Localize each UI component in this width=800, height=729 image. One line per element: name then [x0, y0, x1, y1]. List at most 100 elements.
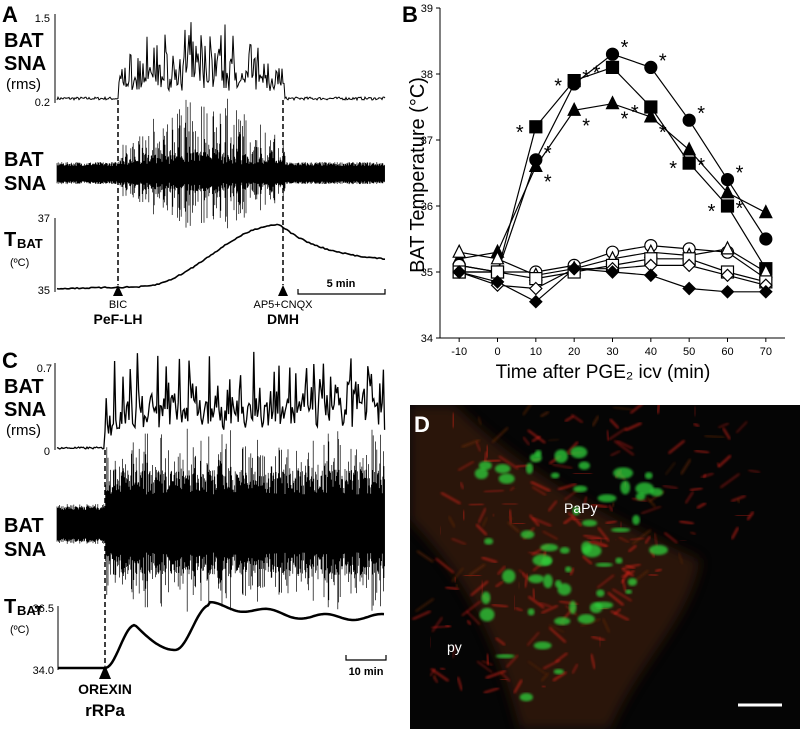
fiber [415, 598, 435, 612]
fiber [429, 668, 436, 677]
fiber [470, 580, 489, 597]
fiber [529, 514, 540, 527]
fiber [540, 410, 550, 418]
cell [525, 462, 534, 475]
marker [567, 73, 581, 88]
series-line [459, 103, 767, 260]
fiber [656, 405, 660, 414]
cell [554, 580, 562, 588]
cell [572, 506, 580, 516]
fiber [630, 537, 645, 541]
fiber [430, 668, 449, 682]
cell [582, 519, 598, 527]
cell [613, 467, 634, 479]
significance-marker: * [544, 171, 552, 193]
x-tick-label: -10 [451, 346, 467, 358]
cell [494, 464, 511, 474]
fiber [569, 567, 575, 576]
fiber [571, 514, 583, 527]
scale-label: 35 [38, 285, 50, 297]
significance-marker: * [708, 201, 716, 223]
fiber [679, 520, 694, 525]
fiber [461, 439, 481, 448]
cell [649, 544, 668, 556]
scale-label: 37 [38, 213, 50, 225]
cell [559, 547, 570, 554]
fiber [440, 491, 461, 505]
fiber [500, 672, 511, 682]
trace [56, 428, 385, 612]
fiber [664, 532, 678, 544]
fiber [619, 521, 623, 529]
marker [682, 258, 697, 273]
trace-label: SNA [4, 173, 46, 195]
scale-label: 10 min [349, 666, 384, 678]
panel-a: A BAT SNA (rms) 1.5 0.2 BAT SNA T BAT (º… [2, 2, 386, 327]
marker [758, 204, 773, 219]
fiber [484, 451, 488, 463]
fiber [552, 463, 573, 469]
series-line [459, 53, 767, 273]
fiber [611, 502, 616, 508]
cell [632, 514, 640, 525]
cell [615, 557, 623, 564]
fiber [491, 426, 509, 444]
event-marker [113, 285, 123, 296]
fiber [532, 517, 552, 527]
marker [759, 232, 773, 246]
fiber [620, 570, 630, 584]
cell [597, 494, 617, 503]
fiber [720, 473, 740, 488]
fiber [632, 529, 652, 545]
trace-label: (rms) [6, 422, 41, 439]
event-label: BIC [109, 299, 127, 311]
fiber [571, 663, 579, 674]
fiber [448, 515, 456, 528]
cell [527, 608, 535, 616]
fiber [648, 573, 658, 577]
cell [595, 562, 613, 567]
trace [56, 351, 386, 450]
cell [479, 607, 495, 622]
fiber [582, 555, 593, 565]
fiber [587, 537, 607, 540]
fiber [524, 573, 529, 588]
fiber [435, 557, 455, 574]
fiber [455, 584, 459, 588]
significance-marker: * [697, 155, 705, 177]
fiber [528, 595, 545, 609]
significance-marker: * [631, 102, 639, 124]
trace-label: (ºC) [10, 257, 29, 269]
panel-c: C 0.7 BAT SNA (rms) 0 BAT SNA T BAT (ºC)… [2, 348, 387, 720]
fiber [616, 440, 633, 450]
fiber [621, 563, 641, 570]
fiber [590, 538, 609, 547]
significance-marker: * [593, 62, 601, 84]
fiber [630, 405, 643, 414]
event-label: rRPa [85, 701, 125, 720]
marker [605, 95, 620, 110]
fiber [531, 435, 541, 443]
fiber [495, 637, 506, 646]
fiber [600, 539, 603, 544]
fiber [512, 522, 525, 525]
y-tick-label: 36 [421, 201, 433, 213]
cell [573, 485, 588, 493]
cell [570, 446, 588, 459]
fiber [452, 645, 457, 658]
y-tick-label: 39 [421, 3, 433, 15]
fiber [610, 450, 621, 457]
trace [56, 223, 385, 290]
fiber [591, 503, 608, 509]
fiber [476, 660, 493, 673]
fiber [461, 600, 481, 617]
marker [605, 47, 620, 61]
fiber [644, 535, 651, 544]
marker [528, 158, 543, 172]
fiber [509, 486, 515, 492]
panel-d: D PaPy py [410, 405, 800, 729]
fiber [610, 610, 630, 621]
fiber [466, 610, 481, 625]
fiber [616, 598, 619, 601]
fiber [680, 458, 692, 475]
